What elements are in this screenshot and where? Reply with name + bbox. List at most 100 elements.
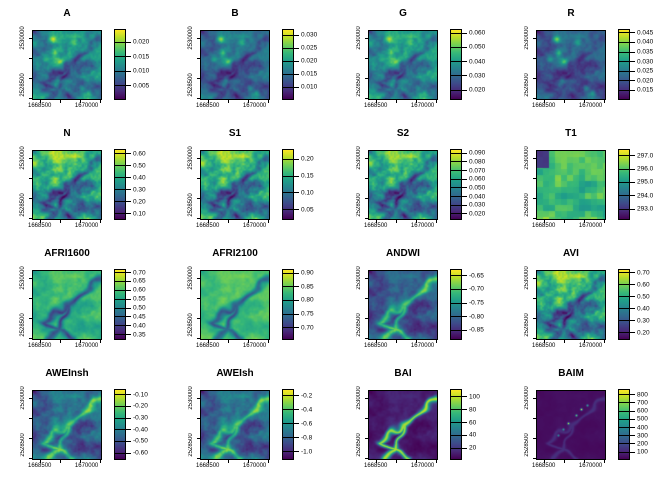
x-axis-tick	[100, 340, 101, 343]
colorbar-tick	[282, 175, 299, 177]
x-axis-tick	[208, 340, 209, 343]
colorbar-tick	[282, 86, 299, 88]
colorbar-tick	[282, 272, 299, 274]
x-axis-tick	[564, 340, 565, 343]
x-axis-tick	[208, 100, 209, 103]
y-axis-tick	[365, 78, 368, 79]
colorbar-tick-label: -0.50	[133, 437, 148, 445]
colorbar-tick-label: 0.50	[637, 293, 650, 301]
raster-map	[32, 30, 102, 100]
raster-panel: AFRI2100 1668500 2530000 1670000 2528500 0.90…	[168, 240, 336, 360]
colorbar-tick-label: 0.05	[301, 206, 314, 214]
raster-panel: A 1668500 2530000 1670000 2528500 0.020 0.015 0…	[0, 0, 168, 120]
colorbar-tick	[618, 70, 635, 72]
y-axis-tick	[365, 198, 368, 199]
y-axis-tick-label: 2530000	[356, 386, 362, 410]
colorbar-tick	[282, 395, 299, 397]
raster-map	[368, 150, 438, 220]
colorbar-tick-label: -0.80	[469, 313, 484, 321]
x-axis-tick	[268, 100, 269, 103]
colorbar-tick	[282, 313, 299, 315]
colorbar-tick	[114, 280, 131, 282]
colorbar-tick	[114, 298, 131, 300]
colorbar-tick-label: 0.050	[469, 43, 486, 51]
raster-panel: AFRI1600 1668500 2530000 1670000 2528500 0.70…	[0, 240, 168, 360]
y-axis-tick	[533, 438, 536, 439]
x-axis-tick	[416, 340, 417, 343]
x-axis-tick	[564, 460, 565, 463]
y-axis-tick-label: 2530000	[20, 386, 26, 410]
y-axis-tick-label: 2530000	[524, 26, 530, 50]
x-axis-tick	[544, 460, 545, 463]
colorbar-tick-label: -0.65	[469, 272, 484, 280]
colorbar	[618, 269, 630, 340]
raster-panel: R 1668500 2530000 1670000 2528500 0.045 0.040 0…	[504, 0, 672, 120]
colorbar-tick	[618, 89, 635, 91]
y-axis-tick	[197, 38, 200, 39]
colorbar-tick-label: 0.70	[637, 269, 650, 277]
x-axis-tick	[416, 460, 417, 463]
x-axis-tick-label: 1668500	[196, 343, 220, 349]
colorbar-tick-label: -0.6	[301, 420, 313, 428]
x-axis-tick	[396, 100, 397, 103]
y-axis-tick-label: 2528500	[188, 72, 194, 97]
colorbar-tick-label: 0.80	[301, 296, 314, 304]
raster-panel: S1 1668500 2530000 1670000 2528500 0.20 0.15 0.…	[168, 120, 336, 240]
y-axis-tick	[365, 58, 368, 59]
colorbar	[282, 29, 294, 100]
colorbar-tick	[450, 275, 467, 277]
colorbar-tick	[114, 316, 131, 318]
raster-panel: AWEIsh 1668500 2530000 1670000 2528500 -0.2 -0…	[168, 360, 336, 480]
colorbar-tick	[114, 452, 131, 454]
colorbar-tick	[282, 286, 299, 288]
y-axis-tick-label: 2530000	[188, 386, 194, 410]
raster-canvas	[33, 31, 101, 99]
y-axis-tick-label: 2528500	[356, 312, 362, 337]
raster-canvas	[201, 151, 269, 219]
raster-panel: N 1668500 2530000 1670000 2528500 0.60 0.50 0.4…	[0, 120, 168, 240]
x-axis-tick-label: 1670000	[242, 463, 267, 469]
colorbar-tick-label: 500	[637, 415, 648, 423]
y-axis-tick	[533, 338, 536, 339]
y-axis-tick	[29, 218, 32, 219]
raster-map	[536, 270, 606, 340]
y-axis-tick	[197, 318, 200, 319]
x-axis-tick-label: 1670000	[578, 343, 603, 349]
colorbar-tick-label: 0.60	[133, 286, 146, 294]
colorbar-tick	[114, 85, 131, 86]
colorbar	[114, 29, 126, 100]
colorbar-tick-label: 0.50	[133, 162, 146, 170]
x-axis-tick	[436, 460, 437, 463]
y-axis-tick	[29, 418, 32, 419]
colorbar-tick-label: 0.90	[301, 269, 314, 277]
x-axis-tick	[564, 100, 565, 103]
x-axis-tick	[376, 220, 377, 223]
colorbar-tick	[282, 34, 299, 36]
colorbar-tick-label: 0.025	[301, 44, 318, 52]
y-axis-tick	[197, 78, 200, 79]
x-axis-tick	[80, 100, 81, 103]
colorbar-tick-label: 200	[637, 440, 648, 448]
y-axis-tick	[533, 38, 536, 39]
y-axis-tick-label: 2530000	[524, 146, 530, 170]
x-axis-tick	[60, 460, 61, 463]
colorbar-tick-label: 0.040	[637, 38, 654, 46]
colorbar-tick-label: 0.015	[637, 86, 654, 94]
colorbar-tick	[114, 272, 131, 274]
colorbar-tick-label: 0.030	[469, 201, 486, 209]
panel-title: R	[567, 8, 575, 19]
x-axis-tick-label: 1670000	[74, 223, 99, 229]
raster-panel: S2 1668500 2530000 1670000 2528500 0.090 0.080…	[336, 120, 504, 240]
colorbar-tick-label: 100	[469, 393, 480, 401]
y-axis-tick	[365, 98, 368, 99]
colorbar-tick-label: 0.10	[133, 210, 146, 218]
raster-map	[200, 390, 270, 460]
x-axis-tick-label: 1670000	[74, 463, 99, 469]
colorbar-tick-label: 0.015	[301, 70, 318, 78]
raster-map	[32, 270, 102, 340]
y-axis-tick	[29, 298, 32, 299]
x-axis-tick-label: 1668500	[364, 223, 388, 229]
panel-title: BAI	[394, 368, 412, 379]
y-axis-tick	[533, 98, 536, 99]
